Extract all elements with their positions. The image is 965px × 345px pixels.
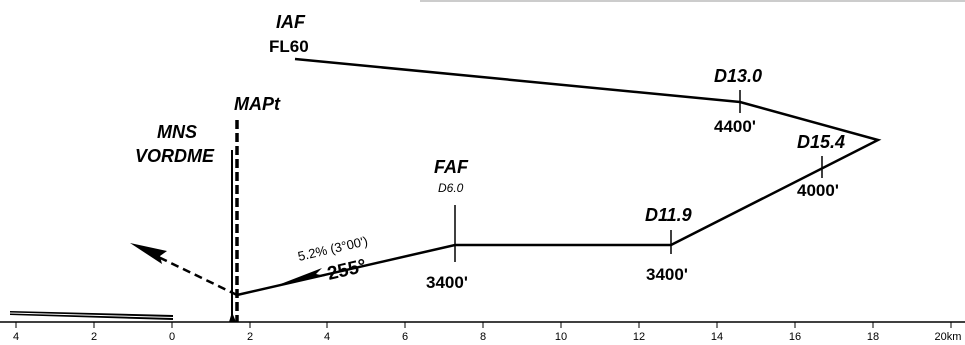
tick-label-2-left: 2 [91,331,97,343]
d119-label: D11.9 [645,205,692,225]
approach-course: 255° [325,256,368,285]
tick-label-0: 0 [169,331,175,343]
threshold-marker [229,312,236,322]
faf-distance: D6.0 [438,181,464,195]
d13-label: D13.0 [714,66,762,86]
tick-label-12: 12 [633,331,645,343]
d154-altitude: 4000' [797,181,839,200]
vor-name: MNS [157,122,197,142]
course-arrow-icon [278,268,325,285]
d154-label: D15.4 [797,132,845,152]
faf-altitude: 3400' [426,273,468,292]
tick-label-2: 2 [247,331,253,343]
missed-approach-line [145,249,238,297]
mapt-label: MAPt [234,94,281,114]
tick-label-14: 14 [711,331,723,343]
tick-label-20km: 20km [935,331,962,343]
missed-approach-arrow-icon [130,243,167,264]
tick-label-16: 16 [789,331,801,343]
vor-type: VORDME [135,146,215,166]
axis-ticks [15,322,952,328]
tick-label-4: 4 [324,331,330,343]
faf-label: FAF [434,157,469,177]
runway-stripe [9,312,174,318]
tick-label-18: 18 [867,331,879,343]
tick-label-6: 6 [402,331,408,343]
axis-tick-labels: 4 2 0 2 4 6 8 10 12 14 16 18 20km [13,331,962,343]
iaf-label: IAF [276,12,306,32]
d119-altitude: 3400' [646,265,688,284]
tick-label-4-left: 4 [13,331,19,343]
d13-altitude: 4400' [714,117,756,136]
tick-label-10: 10 [555,331,567,343]
iaf-level: FL60 [269,37,309,56]
tick-label-8: 8 [480,331,486,343]
approach-path [236,57,882,297]
